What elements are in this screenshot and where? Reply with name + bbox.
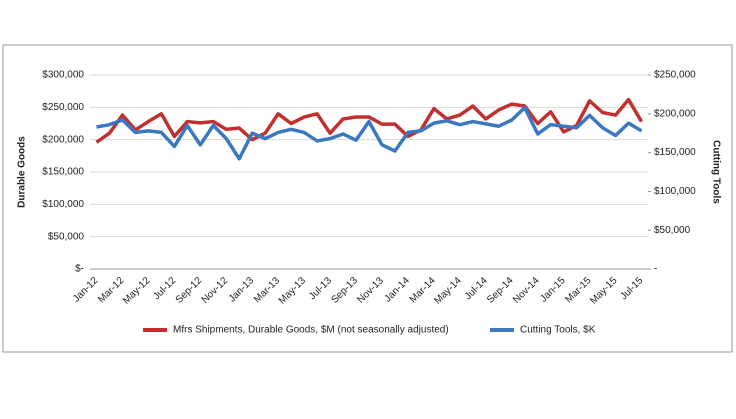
y2-tick-label: $100,000 <box>654 186 696 197</box>
y-tick-label: $250,000 <box>42 102 84 113</box>
line-series <box>95 97 644 144</box>
y2-axis-title: Cutting Tools <box>710 140 721 204</box>
y-tick-label: $50,000 <box>48 231 85 242</box>
y2-tick-label: $250,000 <box>654 70 696 81</box>
y-axis-title: Durable Goods <box>17 136 28 208</box>
y2-tick-label: - <box>654 264 657 275</box>
y-tick-label: $100,000 <box>42 199 84 210</box>
y-tick-label: $300,000 <box>42 70 84 81</box>
legend-label: Mfrs Shipments, Durable Goods, $M (not s… <box>173 325 449 336</box>
y-tick-label: $150,000 <box>42 167 84 178</box>
y-tick-label: $200,000 <box>42 134 84 145</box>
y2-tick-label: $50,000 <box>654 225 691 236</box>
y2-tick-label: $200,000 <box>654 108 696 119</box>
legend-label: Cutting Tools, $K <box>520 325 596 336</box>
y-tick-label: $- <box>75 264 84 275</box>
chart-frame <box>2 44 733 353</box>
line-series <box>96 105 643 161</box>
y2-tick-label: $150,000 <box>654 147 696 158</box>
